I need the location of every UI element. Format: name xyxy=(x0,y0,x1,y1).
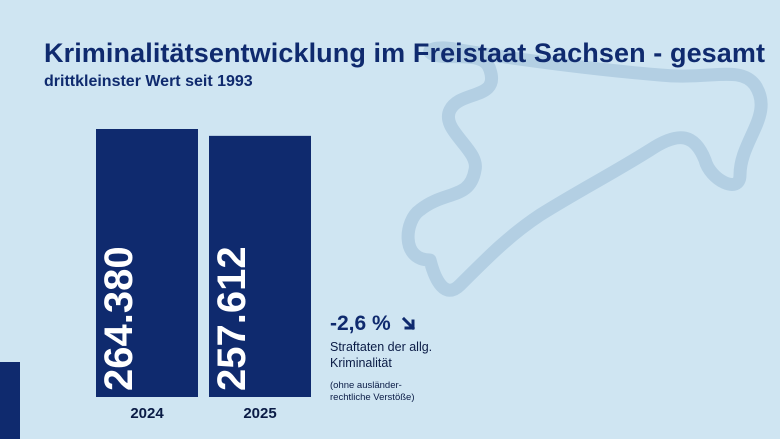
change-annotation: -2,6 % Straftaten der allg. Kriminalität… xyxy=(330,312,480,404)
bar-2025 xyxy=(209,135,311,398)
x-tick-label-2025: 2025 xyxy=(243,405,276,422)
bar-value-label-2024: 264.380 xyxy=(97,246,141,391)
change-row: -2,6 % xyxy=(330,312,480,336)
change-note: (ohne ausländer-rechtliche Verstöße) xyxy=(330,380,415,403)
accent-block xyxy=(0,362,20,439)
chart-subtitle: drittkleinster Wert seit 1993 xyxy=(44,73,253,90)
saxony-map-outline xyxy=(401,41,768,297)
arrow-down-right-icon xyxy=(401,316,415,331)
percent-change: -2,6 % xyxy=(330,312,391,335)
chart-title: Kriminalitätsentwicklung im Freistaat Sa… xyxy=(44,38,766,68)
change-label: Straftaten der allg. Kriminalität xyxy=(330,340,433,370)
bar-2024 xyxy=(96,129,198,397)
x-tick-label-2024: 2024 xyxy=(130,405,164,422)
bar-value-label-2025: 257.612 xyxy=(210,246,254,391)
